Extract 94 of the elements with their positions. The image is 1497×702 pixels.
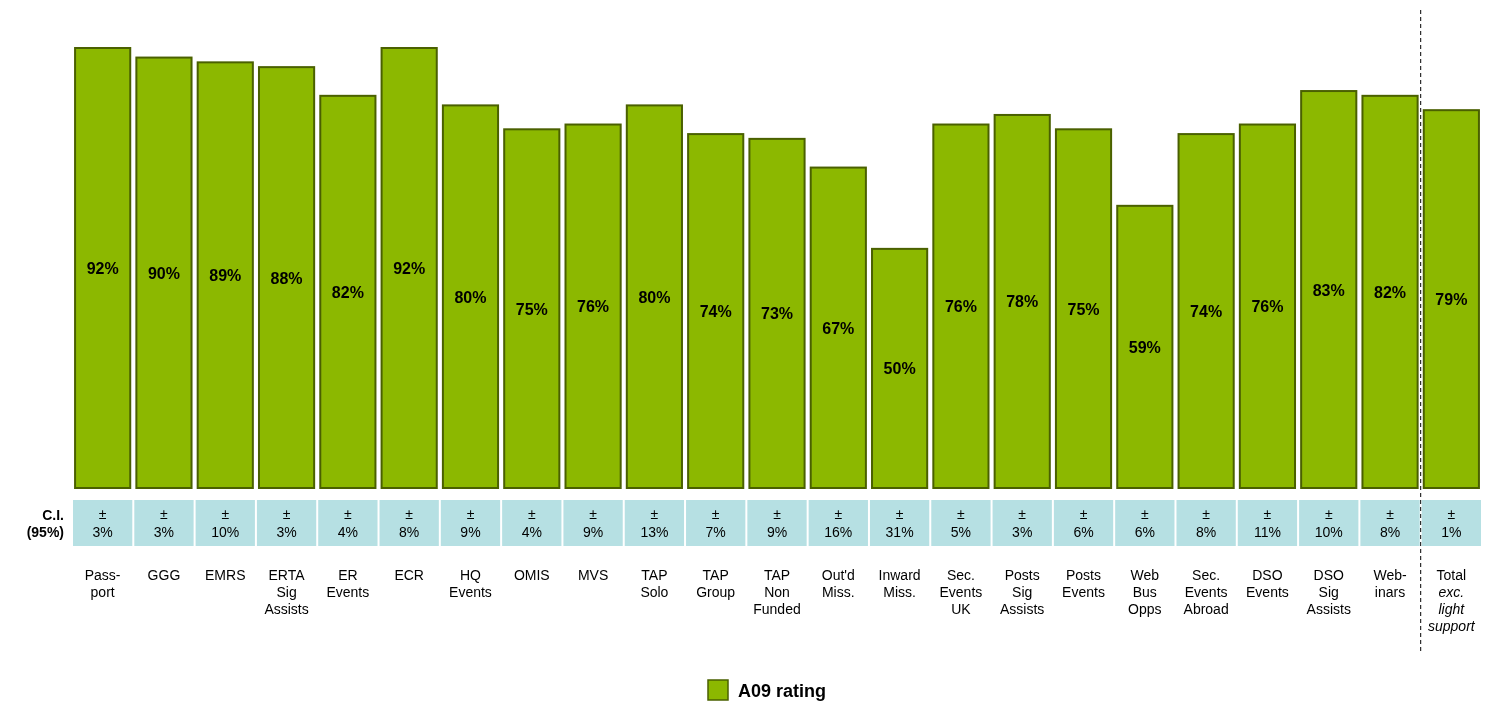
x-tick-label: Posts Sig Assists — [1000, 567, 1045, 617]
data-label: 50% — [883, 360, 916, 378]
x-tick-label: HQ Events — [449, 567, 492, 600]
text: ± 6% — [1073, 506, 1094, 540]
data-label: 89% — [209, 267, 242, 285]
data-label: 82% — [331, 283, 364, 301]
bar — [993, 113, 1051, 489]
x-tick-label: EMRS — [205, 567, 246, 583]
text: ± 3% — [1012, 506, 1033, 540]
data-label: 76% — [944, 298, 977, 316]
x-tick-label: Posts Events — [1062, 567, 1105, 600]
x-tick-label: ER Events — [326, 567, 370, 600]
bar — [809, 166, 867, 489]
bar — [1422, 109, 1480, 489]
text: ± 9% — [582, 506, 604, 540]
bar — [257, 66, 316, 489]
text: ± 8% — [399, 506, 420, 540]
data-label: 74% — [699, 303, 732, 321]
data-label: 67% — [822, 319, 855, 337]
bar — [1054, 128, 1113, 489]
bar — [871, 247, 929, 489]
text: ± 4% — [521, 506, 542, 540]
x-tick-label: Web- inars — [1373, 567, 1407, 600]
text: ± 1% — [1441, 506, 1462, 540]
data-label: 82% — [1374, 283, 1407, 301]
bar — [503, 128, 561, 489]
data-label: 74% — [1190, 303, 1223, 321]
x-tick-label: ERTA Sig Assists — [264, 567, 309, 617]
x-tick-label: DSO Sig Assists — [1306, 567, 1351, 617]
x-tick-label: Inward Miss. — [878, 567, 921, 600]
data-label: 79% — [1435, 291, 1468, 309]
text: ± 3% — [153, 506, 175, 540]
text: ± 4% — [337, 506, 358, 540]
text: ± 16% — [824, 506, 853, 540]
bar — [1238, 123, 1297, 489]
bar — [1361, 94, 1419, 489]
bar — [1116, 204, 1174, 489]
text: C.I. (95%) — [26, 507, 64, 540]
bar — [687, 133, 745, 489]
text: ± 13% — [640, 506, 669, 540]
x-tick-label: Out'd Miss. — [821, 567, 855, 600]
x-tick-label: Sec. Events UK — [939, 567, 983, 617]
bar — [564, 123, 622, 489]
bar — [625, 104, 683, 489]
data-label: 76% — [1251, 298, 1284, 316]
bar — [1300, 90, 1358, 489]
bar — [196, 61, 254, 489]
x-tick-label: TAP Non Funded — [753, 567, 801, 617]
x-tick-label: TAP Solo — [640, 567, 669, 600]
x-tick-label: DSO Events — [1246, 567, 1289, 600]
bar — [319, 94, 377, 489]
text: ± 11% — [1253, 506, 1281, 540]
text: ± 31% — [885, 506, 914, 540]
x-tick-label: OMIS — [513, 567, 550, 583]
x-tick-label: ECR — [394, 567, 424, 583]
text: ± 5% — [950, 506, 972, 540]
data-label: 78% — [1006, 293, 1039, 311]
bar — [380, 47, 438, 489]
bar — [441, 104, 500, 489]
data-label: 88% — [270, 269, 303, 287]
bar — [135, 56, 193, 489]
bar — [74, 47, 132, 489]
text: ± 7% — [705, 506, 726, 540]
x-tick-label: MVS — [577, 567, 609, 583]
text: ± 9% — [460, 506, 481, 540]
text: ± 3% — [92, 506, 113, 540]
text: ± 9% — [766, 506, 788, 540]
data-label: 80% — [454, 288, 487, 306]
bar — [932, 123, 990, 489]
bar — [748, 137, 806, 489]
data-label: 76% — [577, 298, 610, 316]
x-tick-label: Sec. Events Abroad — [1183, 567, 1229, 617]
text: ± 3% — [276, 506, 297, 540]
text: ± 8% — [1379, 506, 1401, 540]
data-label: 92% — [393, 260, 426, 277]
text: ± 10% — [211, 506, 240, 540]
x-tick-label: GGG — [147, 567, 181, 583]
text: ± 8% — [1196, 506, 1217, 540]
data-label: 73% — [760, 305, 794, 323]
x-tick-label: Web Bus Opps — [1128, 567, 1162, 617]
data-label: 75% — [1067, 300, 1100, 318]
x-tick-label: TAP Group — [696, 567, 736, 600]
legend-label: A09 rating — [738, 681, 827, 701]
data-label: 90% — [147, 264, 180, 282]
text: ± 6% — [1134, 506, 1155, 540]
text: ± 10% — [1314, 506, 1343, 540]
data-label: 59% — [1128, 338, 1161, 356]
x-tick-label: Pass- port — [84, 567, 121, 600]
data-label: 83% — [1312, 281, 1345, 299]
x-tick-label: Total exc. light support — [1428, 567, 1476, 634]
data-label: 75% — [515, 300, 548, 318]
data-label: 92% — [86, 260, 119, 277]
bar — [1177, 133, 1235, 489]
data-label: 80% — [638, 288, 671, 306]
